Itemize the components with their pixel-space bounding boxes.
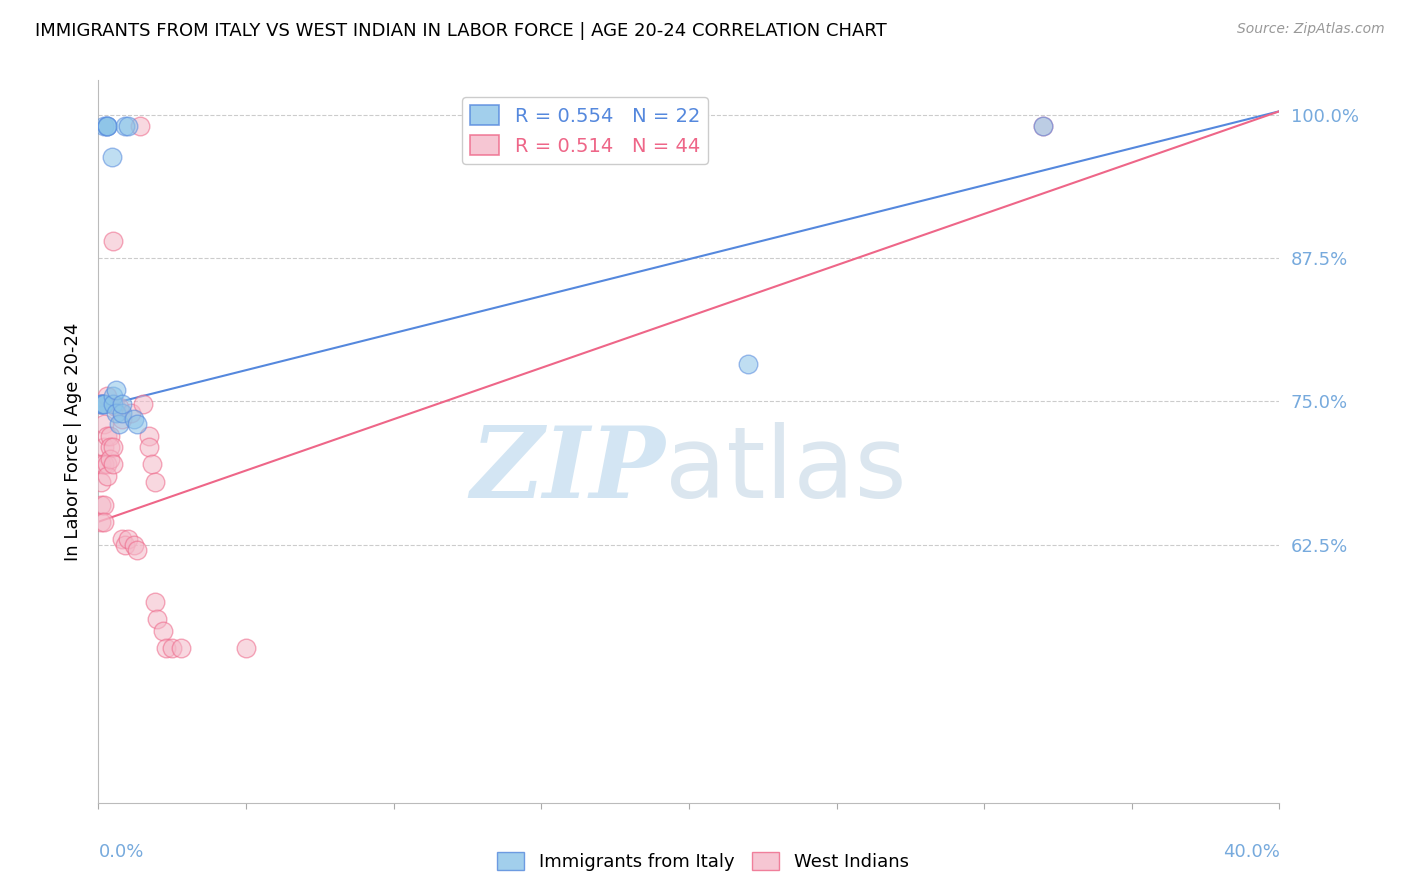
Point (90, 397, 112, 411)
Point (111, 406, 134, 420)
Point (90, 458, 112, 472)
Point (155, 640, 177, 655)
Point (1032, 119, 1054, 133)
Point (108, 417, 131, 432)
Point (90, 498, 112, 512)
Text: Source: ZipAtlas.com: Source: ZipAtlas.com (1237, 22, 1385, 37)
Point (143, 595, 166, 609)
Point (100, 150, 122, 164)
Legend: R = 0.554   N = 22, R = 0.514   N = 44: R = 0.554 N = 22, R = 0.514 N = 44 (463, 97, 709, 163)
Point (1032, 119, 1054, 133)
Point (114, 119, 136, 133)
Point (103, 397, 125, 411)
Point (132, 397, 155, 411)
Point (93, 440, 115, 454)
Point (96, 389, 118, 403)
Point (93, 515, 115, 529)
Point (105, 383, 128, 397)
Point (98, 440, 121, 454)
Y-axis label: In Labor Force | Age 20-24: In Labor Force | Age 20-24 (63, 322, 82, 561)
Point (90, 515, 112, 529)
Point (122, 411, 145, 425)
Text: IMMIGRANTS FROM ITALY VS WEST INDIAN IN LABOR FORCE | AGE 20-24 CORRELATION CHAR: IMMIGRANTS FROM ITALY VS WEST INDIAN IN … (35, 22, 887, 40)
Point (117, 119, 139, 133)
Point (737, 357, 759, 371)
Point (103, 389, 125, 403)
Point (120, 406, 142, 420)
Point (162, 640, 183, 655)
Legend: Immigrants from Italy, West Indians: Immigrants from Italy, West Indians (489, 845, 917, 879)
Point (96, 458, 118, 472)
Point (93, 458, 115, 472)
Point (90, 475, 112, 489)
Point (103, 440, 125, 454)
Point (105, 400, 128, 414)
Point (170, 640, 193, 655)
Point (89, 397, 111, 411)
Point (235, 640, 257, 655)
Point (114, 538, 136, 552)
Text: atlas: atlas (665, 422, 907, 519)
Point (98, 451, 121, 466)
Point (93, 119, 115, 133)
Point (96, 119, 118, 133)
Point (93, 397, 115, 411)
Point (111, 397, 134, 411)
Point (90, 397, 112, 411)
Text: 40.0%: 40.0% (1223, 843, 1279, 861)
Point (103, 458, 125, 472)
Point (98, 429, 121, 443)
Point (117, 532, 139, 546)
Point (93, 397, 115, 411)
Point (93, 498, 115, 512)
Point (152, 624, 174, 638)
Point (91, 397, 114, 411)
Point (111, 532, 134, 546)
Point (138, 429, 160, 443)
Point (96, 119, 118, 133)
Point (125, 543, 148, 558)
Point (93, 417, 115, 432)
Point (143, 475, 166, 489)
Text: ZIP: ZIP (471, 422, 665, 518)
Point (96, 119, 118, 133)
Point (103, 234, 125, 248)
Point (146, 612, 169, 626)
Point (105, 406, 128, 420)
Point (122, 538, 145, 552)
Point (128, 119, 150, 133)
Point (96, 429, 118, 443)
Point (111, 411, 134, 425)
Point (138, 440, 160, 454)
Text: 0.0%: 0.0% (98, 843, 143, 861)
Point (108, 400, 131, 414)
Point (96, 469, 118, 483)
Point (125, 417, 148, 432)
Point (141, 458, 163, 472)
